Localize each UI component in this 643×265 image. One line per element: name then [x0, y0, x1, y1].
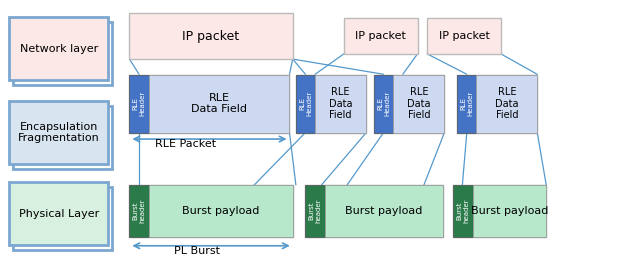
Text: Burst
header: Burst header: [309, 199, 322, 223]
Text: PL Burst: PL Burst: [174, 246, 221, 256]
Bar: [453, 185, 473, 237]
Text: RLE
Data
Field: RLE Data Field: [329, 87, 352, 120]
Text: Burst payload: Burst payload: [182, 206, 259, 216]
Bar: [129, 13, 293, 59]
Text: Burst payload: Burst payload: [345, 206, 422, 216]
Bar: [305, 185, 443, 237]
Bar: [149, 75, 289, 132]
Bar: [394, 75, 444, 132]
Bar: [129, 185, 293, 237]
Bar: [129, 75, 149, 132]
Text: RLE
Header: RLE Header: [460, 91, 473, 116]
Bar: [457, 75, 538, 132]
Text: RLE
Data
Field: RLE Data Field: [495, 87, 519, 120]
Bar: [476, 75, 538, 132]
Bar: [296, 75, 315, 132]
Bar: [344, 19, 417, 54]
Bar: [427, 19, 501, 54]
Bar: [13, 22, 112, 85]
Text: RLE
Data
Field: RLE Data Field: [407, 87, 431, 120]
Bar: [457, 75, 476, 132]
Text: Burst
header: Burst header: [132, 199, 145, 223]
Bar: [325, 185, 443, 237]
Text: Burst
header: Burst header: [457, 199, 469, 223]
Text: RLE
Header: RLE Header: [132, 91, 145, 116]
Bar: [13, 187, 112, 250]
Bar: [296, 75, 367, 132]
Text: Burst payload: Burst payload: [471, 206, 548, 216]
Bar: [13, 106, 112, 169]
Bar: [305, 185, 325, 237]
Text: Physical Layer: Physical Layer: [19, 209, 99, 219]
Bar: [9, 182, 108, 245]
Text: RLE
Data Field: RLE Data Field: [191, 93, 247, 114]
Bar: [315, 75, 367, 132]
Text: Encapsulation
Fragmentation: Encapsulation Fragmentation: [18, 122, 100, 143]
Text: Network layer: Network layer: [19, 43, 98, 54]
Bar: [473, 185, 546, 237]
Text: RLE
Header: RLE Header: [377, 91, 390, 116]
Text: RLE Packet: RLE Packet: [155, 139, 216, 149]
Text: IP packet: IP packet: [183, 30, 240, 43]
Text: IP packet: IP packet: [356, 31, 406, 41]
Bar: [374, 75, 444, 132]
Bar: [129, 75, 289, 132]
Text: IP packet: IP packet: [439, 31, 489, 41]
Bar: [9, 101, 108, 164]
Bar: [453, 185, 546, 237]
Bar: [374, 75, 394, 132]
Bar: [149, 185, 293, 237]
Bar: [9, 17, 108, 80]
Bar: [129, 185, 149, 237]
Text: RLE
Header: RLE Header: [299, 91, 312, 116]
